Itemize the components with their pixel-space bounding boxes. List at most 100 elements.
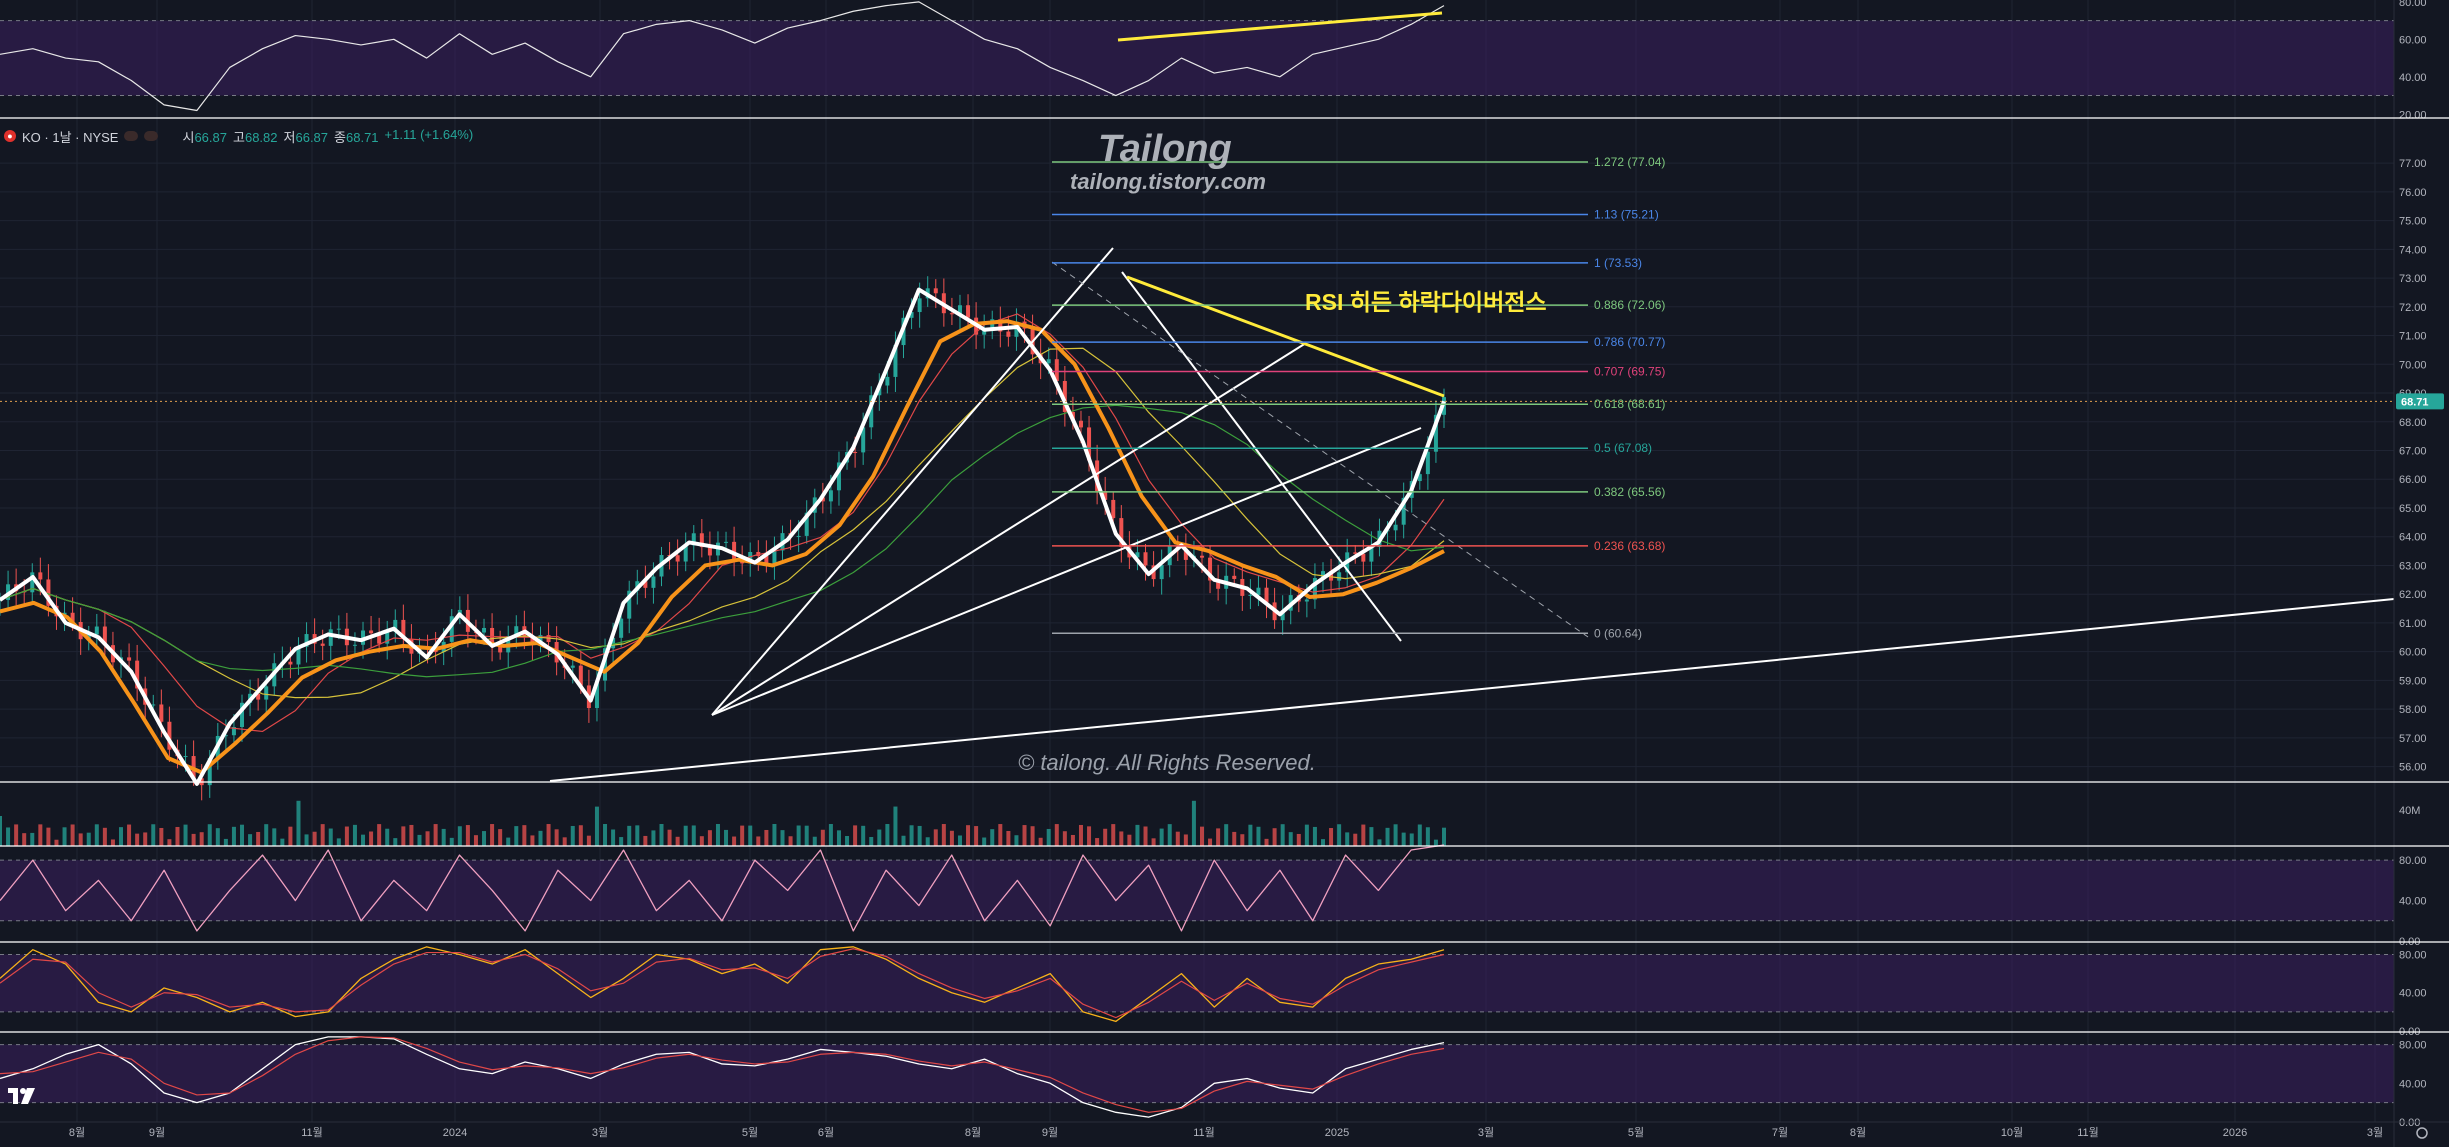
volume-bar-14 [110, 839, 115, 846]
volume-bar-157 [1264, 838, 1269, 846]
settings-gear-icon [2416, 1127, 2428, 1139]
time-tick-14: 8월 [1850, 1126, 1866, 1139]
candle-body-23 [183, 756, 188, 758]
volume-bar-61 [490, 824, 495, 846]
candle-body-42 [336, 628, 341, 630]
ma-orange-line [0, 319, 1445, 775]
symbol-label[interactable]: KO · 1날 · NYSE [22, 129, 119, 145]
stoch-axis-tick-1: 40.00 [2399, 988, 2427, 1000]
volume-bar-156 [1256, 826, 1261, 846]
volume-bar-174 [1401, 832, 1406, 846]
volume-bar-29 [231, 826, 236, 846]
stoch-rsi-band [0, 860, 2394, 921]
volume-bar-163 [1312, 826, 1317, 846]
volume-bar-56 [449, 837, 454, 846]
volume-bar-100 [804, 825, 809, 846]
candle-body-135 [1087, 427, 1092, 461]
volume-bar-60 [482, 831, 487, 846]
candle-body-44 [352, 644, 357, 646]
volume-bar-177 [1425, 827, 1430, 846]
volume-bar-127 [1022, 825, 1027, 846]
candle-body-71 [570, 665, 575, 668]
volume-bar-165 [1329, 828, 1334, 846]
candle-body-81 [651, 576, 656, 588]
candle-body-173 [1393, 524, 1398, 531]
volume-bar-167 [1345, 832, 1350, 846]
volume-bar-39 [312, 831, 317, 846]
volume-bar-3 [22, 833, 27, 846]
divergence-annotation: RSI 히든 하락다이버전스 [1305, 289, 1547, 315]
volume-bars [0, 800, 1446, 846]
volume-bar-78 [627, 825, 632, 846]
volume-bar-26 [207, 824, 212, 846]
volume-bar-102 [820, 829, 825, 846]
volume-bar-115 [925, 837, 930, 846]
volume-bar-66 [530, 835, 535, 846]
candle-body-163 [1312, 578, 1317, 600]
volume-bar-143 [1151, 838, 1156, 846]
volume-bar-76 [611, 829, 616, 846]
volume-bar-28 [223, 838, 228, 846]
price-axis-tick-21: 56.00 [2399, 762, 2427, 774]
volume-bar-89 [715, 824, 720, 846]
volume-bar-58 [465, 825, 470, 846]
candle-body-28 [223, 735, 228, 737]
fib-label-8: 0.382 (65.56) [1594, 485, 1665, 499]
price-axis-tick-1: 76.00 [2399, 187, 2427, 199]
candle-body-21 [167, 721, 172, 750]
volume-bar-108 [869, 836, 874, 846]
symbol-legend[interactable]: ● KO · 1날 · NYSE 시66.87 고68.82 저66.87 종6… [4, 127, 473, 145]
candle-body-4 [30, 572, 35, 593]
macd-axis-tick-1: 40.00 [2399, 1078, 2427, 1090]
volume-bar-122 [982, 837, 987, 846]
price-axis-tick-7: 70.00 [2399, 359, 2427, 371]
volume-bar-150 [1208, 838, 1213, 846]
candle-body-113 [909, 312, 914, 318]
volume-bar-162 [1304, 824, 1309, 846]
candle-body-72 [578, 665, 583, 686]
fib-label-6: 0.618 (68.61) [1594, 397, 1665, 411]
candle-body-84 [675, 555, 680, 562]
candle-body-156 [1256, 587, 1261, 595]
candle-body-106 [853, 452, 858, 454]
volume-bar-170 [1369, 827, 1374, 846]
volume-bar-18 [143, 832, 148, 846]
volume-bar-175 [1409, 833, 1414, 846]
candle-body-122 [982, 329, 987, 335]
volume-bar-81 [651, 830, 656, 846]
volume-bar-94 [756, 836, 761, 846]
price-axis-tick-13: 64.00 [2399, 532, 2427, 544]
volume-bar-172 [1385, 827, 1390, 846]
candle-body-130 [1046, 359, 1051, 364]
volume-bar-62 [498, 829, 503, 846]
candle-body-110 [885, 376, 890, 386]
volume-bar-31 [248, 834, 253, 846]
candle-body-56 [449, 616, 454, 642]
candle-body-80 [643, 581, 648, 588]
time-tick-8: 9월 [1042, 1126, 1058, 1139]
candle-body-76 [611, 637, 616, 649]
volume-bar-166 [1337, 824, 1342, 846]
volume-bar-0 [0, 816, 2, 846]
candle-body-125 [1006, 331, 1011, 337]
stoch-rsi-line [0, 844, 1445, 932]
volume-bar-144 [1159, 828, 1164, 846]
stoch-axis-tick-0: 80.00 [2399, 949, 2427, 961]
candle-body-151 [1216, 580, 1221, 589]
market-status-icon[interactable] [124, 131, 139, 141]
volume-bar-63 [506, 837, 511, 846]
volume-bar-164 [1320, 839, 1325, 846]
signal-line [0, 1036, 1445, 1113]
flag-icon[interactable] [144, 131, 159, 141]
candle-body-134 [1078, 420, 1083, 428]
high-label: 고 [233, 129, 245, 145]
fib-label-3: 0.886 (72.06) [1594, 298, 1665, 312]
tradingview-logo-icon[interactable] [6, 1086, 38, 1106]
volume-bar-92 [740, 825, 745, 846]
volume-bar-80 [643, 835, 648, 846]
volume-bar-178 [1433, 839, 1438, 846]
candle-body-170 [1369, 547, 1374, 562]
volume-bar-16 [127, 824, 132, 846]
volume-bar-146 [1175, 831, 1180, 846]
